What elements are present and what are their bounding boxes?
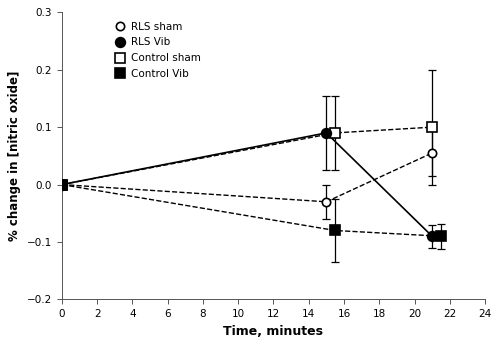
Control sham bbox=[429, 125, 435, 129]
Line: RLS Vib: RLS Vib bbox=[57, 128, 437, 241]
RLS sham bbox=[429, 151, 435, 155]
Control sham bbox=[59, 182, 65, 186]
Legend: RLS sham, RLS Vib, Control sham, Control Vib: RLS sham, RLS Vib, Control sham, Control… bbox=[110, 18, 206, 83]
RLS sham bbox=[324, 200, 330, 204]
Control Vib bbox=[59, 182, 65, 186]
RLS Vib bbox=[429, 234, 435, 238]
Control sham bbox=[332, 131, 338, 135]
RLS Vib bbox=[59, 182, 65, 186]
X-axis label: Time, minutes: Time, minutes bbox=[224, 325, 324, 338]
Line: Control Vib: Control Vib bbox=[57, 180, 446, 241]
Line: Control sham: Control sham bbox=[57, 122, 437, 189]
RLS Vib bbox=[324, 131, 330, 135]
Line: RLS sham: RLS sham bbox=[58, 149, 436, 206]
Control Vib bbox=[438, 234, 444, 238]
Y-axis label: % change in [nitric oxide]: % change in [nitric oxide] bbox=[8, 71, 22, 241]
RLS sham bbox=[59, 182, 65, 186]
Control Vib bbox=[332, 228, 338, 233]
